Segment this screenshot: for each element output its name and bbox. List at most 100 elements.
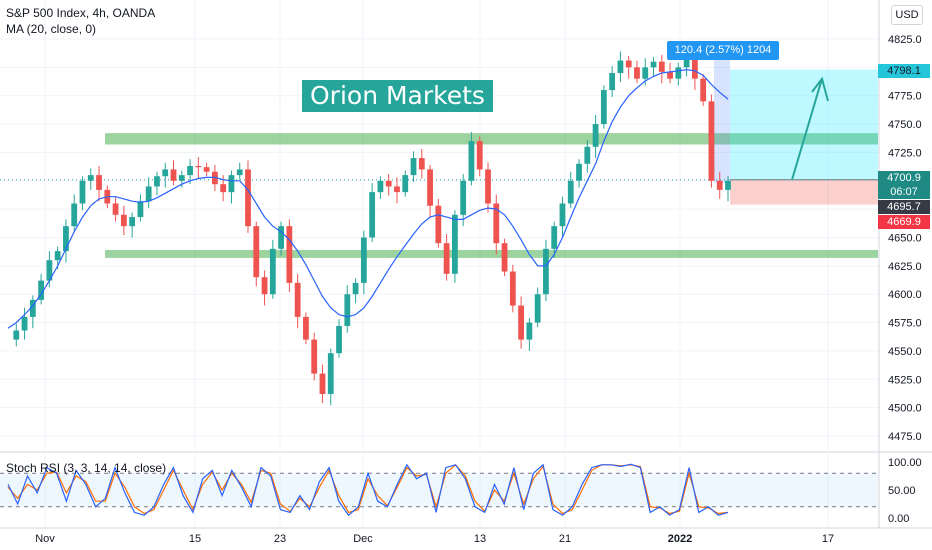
candle-body <box>600 90 607 125</box>
currency-button[interactable]: USD <box>891 5 923 25</box>
measure-box <box>714 46 730 184</box>
candle-body <box>145 186 152 202</box>
last-price-tag: 4700.9 06:07 <box>878 171 930 199</box>
candle-body <box>509 271 516 306</box>
candle-body <box>369 192 376 238</box>
price-tick-label: 4650.0 <box>888 233 922 245</box>
candle-body <box>683 56 690 68</box>
candle-body <box>137 201 144 218</box>
candle-body <box>584 146 591 164</box>
projection-arrow <box>791 78 823 181</box>
candle-body <box>178 175 185 181</box>
target-zone <box>730 69 878 180</box>
support-zone <box>105 133 878 145</box>
candle-body <box>725 180 731 190</box>
price-tick-label: 4550.0 <box>888 346 922 358</box>
price-tick-label: 4475.0 <box>888 431 922 443</box>
candle-body <box>658 61 665 72</box>
candle-body <box>443 243 450 274</box>
candle-body <box>460 180 467 215</box>
candle-body <box>286 226 293 283</box>
candle-body <box>592 124 599 147</box>
target-price-tag: 4798.1 <box>878 64 930 78</box>
candle-body <box>410 158 417 176</box>
candle-body <box>452 214 458 274</box>
candle-body <box>38 280 44 300</box>
candle-body <box>617 60 624 74</box>
candle-body <box>154 176 160 187</box>
price-tick-label: 4600.0 <box>888 289 922 301</box>
candle-body <box>394 186 400 193</box>
candle-body <box>195 166 202 168</box>
time-tick-label: 15 <box>189 533 201 545</box>
candle-body <box>71 203 78 227</box>
price-tick-label: 4525.0 <box>888 374 922 386</box>
time-tick-label: Nov <box>35 533 55 545</box>
candle-body <box>319 373 326 395</box>
candle-body <box>129 217 136 227</box>
time-tick-label: 23 <box>274 533 286 545</box>
symbol-legend[interactable]: S&P 500 Index, 4h, OANDA <box>6 6 156 20</box>
ma-legend[interactable]: MA (20, close, 0) <box>6 22 97 36</box>
time-tick-label: 21 <box>559 533 571 545</box>
candle-body <box>79 180 86 204</box>
candle-body <box>253 226 260 278</box>
stoch-rsi-legend[interactable]: Stoch RSI (3, 3, 14, 14, close) <box>6 461 167 475</box>
candle-body <box>427 169 433 206</box>
brand-watermark: Orion Markets <box>302 80 493 112</box>
candle-body <box>650 61 657 68</box>
candle-body <box>327 353 334 395</box>
stop-price-tag: 4669.9 <box>878 215 930 229</box>
candle-body <box>642 67 649 79</box>
candle-body <box>551 226 558 249</box>
candle-body <box>96 175 102 190</box>
candle-body <box>336 325 342 354</box>
price-tick-label: 4500.0 <box>888 403 922 415</box>
time-tick-label: Dec <box>353 533 373 545</box>
candle-body <box>675 67 682 79</box>
price-tick-label: 4750.0 <box>888 119 922 131</box>
candle-body <box>377 180 384 193</box>
candle-body <box>245 169 251 227</box>
candle-body <box>112 203 119 215</box>
candle-body <box>21 316 28 331</box>
candle-body <box>468 141 475 181</box>
price-tick-label: 4725.0 <box>888 147 922 159</box>
rsi-tick-label: 50.00 <box>888 485 916 497</box>
candle-body <box>228 175 235 193</box>
rsi-tick-label: 0.00 <box>888 513 909 525</box>
candle-body <box>360 237 367 283</box>
candle-body <box>708 101 715 181</box>
rsi-tick-label: 100.00 <box>888 457 922 469</box>
candle-body <box>625 60 632 68</box>
candle-body <box>269 248 276 295</box>
candle-body <box>13 330 20 340</box>
candle-body <box>700 78 707 102</box>
candle-body <box>435 205 442 244</box>
candle-body <box>576 163 582 181</box>
price-tick-label: 4825.0 <box>888 34 922 46</box>
candle-body <box>203 167 210 172</box>
time-tick-label: 17 <box>822 533 834 545</box>
last-price-value: 4700.9 <box>887 172 921 184</box>
stop-zone <box>730 179 878 205</box>
candle-body <box>501 243 508 272</box>
candle-body <box>294 282 301 317</box>
candle-body <box>220 184 227 193</box>
price-tick-label: 4625.0 <box>888 261 922 273</box>
time-tick-label: 13 <box>474 533 486 545</box>
countdown-value: 06:07 <box>890 186 918 198</box>
candle-body <box>303 316 309 340</box>
candle-body <box>609 73 616 91</box>
candle-body <box>476 141 483 170</box>
candle-body <box>634 67 640 79</box>
price-tick-label: 4575.0 <box>888 318 922 330</box>
candle-body <box>567 180 574 204</box>
ma-line <box>7 68 729 329</box>
candle-body <box>344 294 351 326</box>
candle-body <box>418 158 425 170</box>
projection-arrowhead <box>811 76 829 102</box>
candle-body <box>120 214 127 227</box>
candle-body <box>385 180 392 187</box>
